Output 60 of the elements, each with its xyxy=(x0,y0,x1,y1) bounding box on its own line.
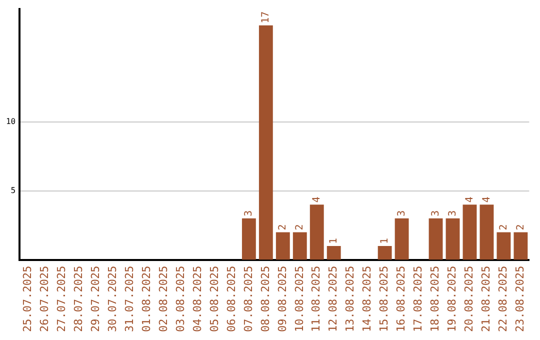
y-tick-label: 5 xyxy=(10,186,16,195)
x-tick-label: 06.08.2025 xyxy=(224,266,238,332)
bar xyxy=(514,232,528,260)
data-label: 4 xyxy=(464,196,476,203)
data-label: 2 xyxy=(278,224,288,230)
bar xyxy=(378,246,392,260)
x-tick-label: 20.08.2025 xyxy=(462,266,476,332)
data-label: 4 xyxy=(311,196,322,203)
bar xyxy=(292,232,307,260)
x-tick-label: 30.07.2025 xyxy=(106,266,119,332)
x-tick-label: 22.08.2025 xyxy=(496,266,510,332)
x-tick-label: 12.08.2025 xyxy=(326,266,340,332)
bar xyxy=(394,218,409,260)
x-tick-label: 27.07.2025 xyxy=(54,266,68,332)
bar xyxy=(428,218,443,260)
data-label: 2 xyxy=(498,224,510,230)
data-label: 3 xyxy=(447,210,458,216)
x-tick-label: 18.08.2025 xyxy=(428,266,442,332)
bar xyxy=(326,246,341,260)
bar xyxy=(480,204,494,260)
data-label: 2 xyxy=(294,224,306,230)
x-tick-label: 04.08.2025 xyxy=(190,266,204,332)
x-tick-label: 05.08.2025 xyxy=(208,266,221,332)
x-tick-label: 16.08.2025 xyxy=(394,266,408,332)
x-tick-label: 08.08.2025 xyxy=(258,266,272,332)
x-tick-label: 02.08.2025 xyxy=(156,266,170,332)
bar xyxy=(462,204,477,260)
x-tick-label: 15.08.2025 xyxy=(378,266,391,332)
data-label: 3 xyxy=(430,210,442,216)
x-tick-label: 01.08.2025 xyxy=(140,266,153,332)
data-label: 2 xyxy=(515,224,526,230)
x-tick-label: 23.08.2025 xyxy=(514,266,527,332)
x-tick-label: 09.08.2025 xyxy=(276,266,289,332)
x-tick-label: 10.08.2025 xyxy=(292,266,306,332)
data-label: 1 xyxy=(328,238,340,244)
y-tick-label: 10 xyxy=(6,116,16,126)
x-tick-label: 03.08.2025 xyxy=(174,266,187,332)
data-label: 4 xyxy=(481,196,492,203)
x-tick-label: 07.08.2025 xyxy=(242,266,255,332)
bar xyxy=(310,204,324,260)
x-tick-label: 26.07.2025 xyxy=(38,266,51,332)
x-tick-label: 28.07.2025 xyxy=(72,266,85,332)
data-label: 17 xyxy=(260,11,272,24)
x-tick-label: 21.08.2025 xyxy=(480,266,493,332)
data-label: 1 xyxy=(379,238,390,244)
x-tick-label: 25.07.2025 xyxy=(20,266,34,332)
x-tick-label: 17.08.2025 xyxy=(412,266,425,332)
bar xyxy=(242,218,256,260)
data-label: 3 xyxy=(244,210,255,216)
bar xyxy=(446,218,460,260)
x-tick-label: 29.07.2025 xyxy=(88,266,102,332)
x-tick-label: 13.08.2025 xyxy=(344,266,357,332)
bar xyxy=(258,25,273,260)
x-tick-label: 19.08.2025 xyxy=(446,266,459,332)
data-label: 3 xyxy=(396,210,408,216)
x-tick-label: 31.07.2025 xyxy=(122,266,136,332)
bar xyxy=(276,232,290,260)
x-tick-label: 11.08.2025 xyxy=(310,266,323,332)
x-tick-label: 14.08.2025 xyxy=(360,266,374,332)
bar xyxy=(496,232,511,260)
